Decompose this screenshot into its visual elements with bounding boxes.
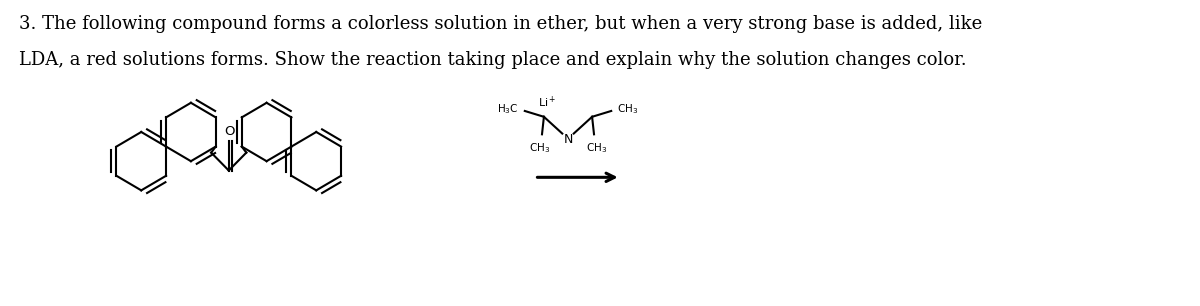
Text: 3. The following compound forms a colorless solution in ether, but when a very s: 3. The following compound forms a colorl… — [18, 15, 982, 33]
Text: CH$_3$: CH$_3$ — [587, 141, 607, 155]
Text: O: O — [224, 125, 235, 138]
Text: N: N — [563, 133, 572, 146]
Text: Li$^+$: Li$^+$ — [538, 95, 557, 110]
Text: H$_3$C: H$_3$C — [498, 102, 520, 116]
Text: CH$_3$: CH$_3$ — [528, 141, 550, 155]
Text: CH$_3$: CH$_3$ — [617, 102, 638, 116]
Text: LDA, a red solutions forms. Show the reaction taking place and explain why the s: LDA, a red solutions forms. Show the rea… — [18, 51, 966, 69]
